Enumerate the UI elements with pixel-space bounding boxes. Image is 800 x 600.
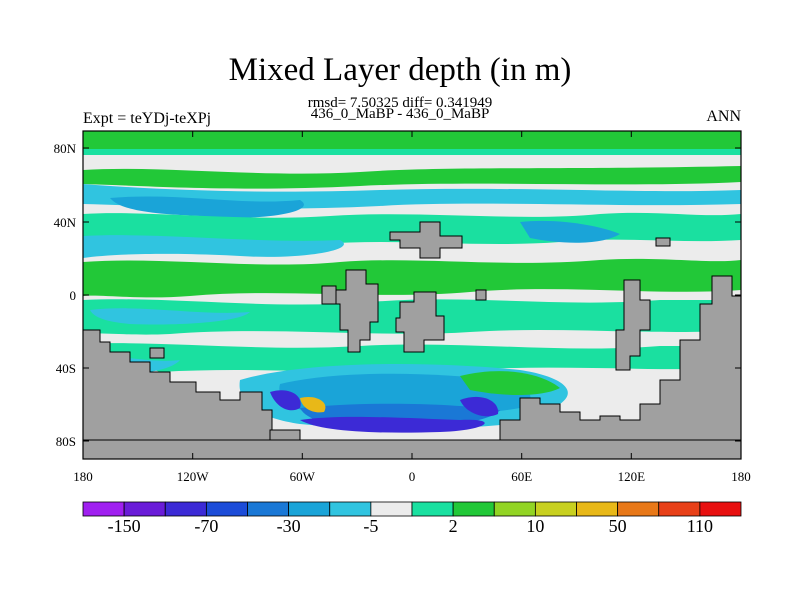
- north-cyan-band: [83, 235, 344, 258]
- colorbar-box: [699, 501, 742, 517]
- colorbar-label: 2: [449, 516, 458, 536]
- experiment-label: Expt = teYDj-teXPj: [83, 110, 212, 127]
- colorbar-box: [329, 501, 372, 517]
- colorbar-box: [164, 501, 207, 517]
- map-field: [83, 131, 741, 459]
- pacific-cyan-patch: [90, 308, 250, 325]
- latitude-ticks: 80N 40N 0 40S 80S: [54, 141, 741, 449]
- colorbar-box: [288, 501, 331, 517]
- colorbar-box: [658, 501, 701, 517]
- rmsd-diff-text: rmsd= 7.50325 diff= 0.341949: [307, 95, 493, 111]
- colorbar-box: [370, 501, 413, 517]
- lat-tick-label: 0: [70, 288, 77, 303]
- stats-line: rmsd= 7.50325 diff= 0.341949 436_0_MaBP …: [0, 95, 800, 123]
- land-masses: [83, 221, 741, 459]
- colorbar-box: [247, 501, 290, 517]
- tropical-green-band: [83, 258, 741, 298]
- colorbar-box: [534, 501, 577, 517]
- small-island-1: [321, 285, 337, 305]
- colorbar-box: [452, 501, 495, 517]
- weddell-orange: [300, 396, 326, 413]
- colorbar-label: -150: [108, 516, 141, 536]
- colorbar-box: [123, 501, 166, 517]
- subpolar-band: [83, 166, 741, 189]
- colorbar-box: [617, 501, 660, 517]
- small-island-3: [475, 289, 487, 301]
- southern-teal-band: [83, 343, 741, 372]
- arctic-band-teal: [83, 149, 741, 155]
- season-label: ANN: [706, 108, 741, 125]
- northern-island: [389, 221, 463, 259]
- colorbar-box: [411, 501, 454, 517]
- lon-tick-label: 180: [731, 469, 751, 484]
- lat-tick-label: 80S: [56, 434, 76, 449]
- south-atlantic-purple: [460, 396, 499, 417]
- longitude-ticks: 180 120W 60W 0 60E 120E 180: [73, 131, 751, 484]
- colorbar-box: [493, 501, 536, 517]
- small-island-4: [655, 237, 671, 247]
- atlantic-blue-patch: [520, 220, 620, 243]
- lon-tick-label: 60E: [511, 469, 532, 484]
- weddell-purple: [270, 390, 301, 411]
- eastern-peninsula: [615, 279, 651, 371]
- map-title: Mixed Layer depth (in m): [228, 52, 572, 88]
- colorbar: -150 -70 -30 -5 2 10 50 110: [82, 501, 742, 536]
- south-atlantic-green: [460, 371, 560, 395]
- lon-tick-label: 180: [73, 469, 93, 484]
- colorbar-box: [205, 501, 248, 517]
- midlat-blue-patch: [110, 196, 304, 218]
- lon-tick-label: 0: [409, 469, 416, 484]
- colorbar-box: [576, 501, 619, 517]
- lat-tick-label: 80N: [54, 141, 77, 156]
- lon-tick-label: 120W: [177, 469, 210, 484]
- arctic-band: [83, 131, 741, 149]
- lat-tick-label: 40N: [54, 215, 77, 230]
- lon-tick-label: 120E: [618, 469, 646, 484]
- colorbar-label: -5: [363, 516, 378, 536]
- colorbar-label: 10: [526, 516, 544, 536]
- small-island-2: [149, 347, 165, 359]
- antarctic-purple-band: [300, 416, 485, 433]
- lat-tick-label: 40S: [56, 361, 76, 376]
- central-landmass-east: [395, 291, 445, 353]
- east-landmass: [499, 275, 741, 441]
- lon-tick-label: 60W: [290, 469, 316, 484]
- colorbar-label: 110: [687, 516, 713, 536]
- colorbar-box: [82, 501, 125, 517]
- colorbar-label: -30: [277, 516, 301, 536]
- colorbar-label: -70: [194, 516, 218, 536]
- case-names-text: 436_0_MaBP - 436_0_MaBP: [310, 106, 490, 122]
- colorbar-label: 50: [609, 516, 627, 536]
- small-island-5: [269, 429, 301, 441]
